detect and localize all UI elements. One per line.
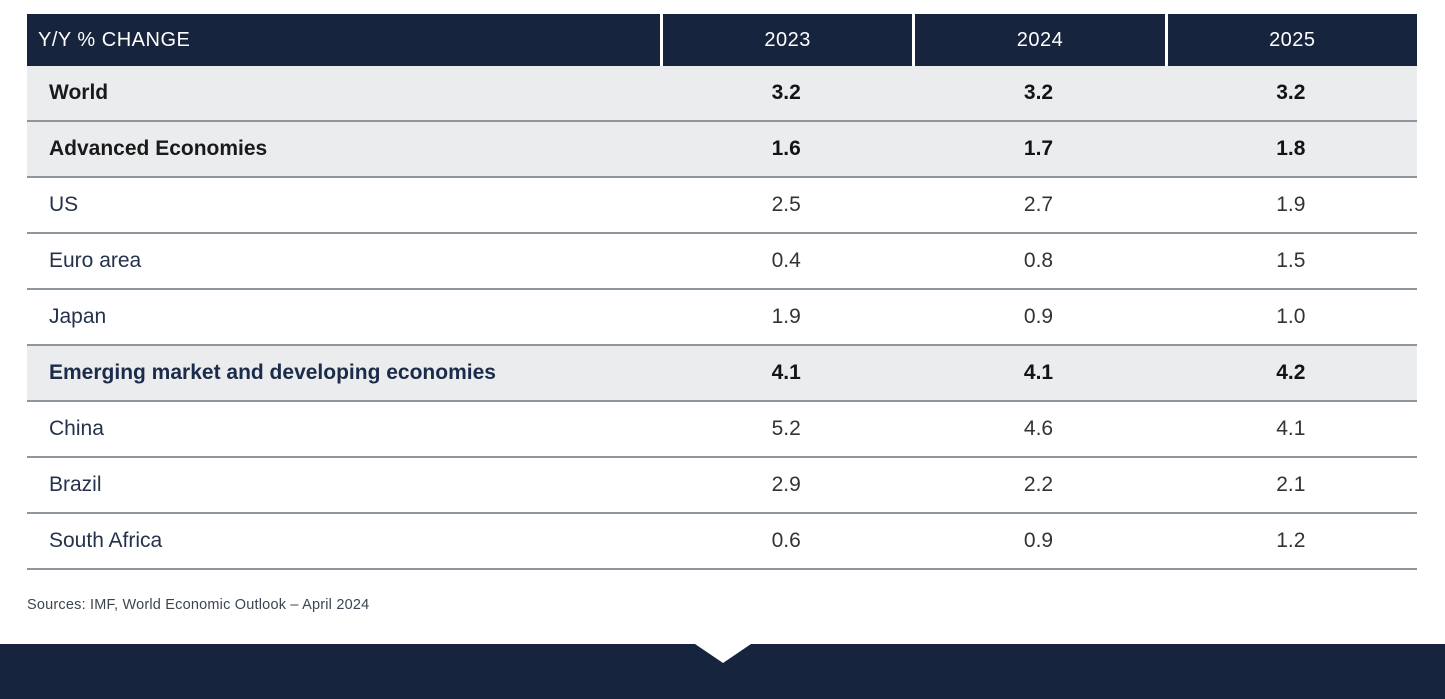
row-label: Brazil: [49, 473, 102, 496]
row-value: 1.8: [1276, 137, 1306, 160]
column-header-2023: 2023: [663, 14, 913, 66]
row-value: 2.7: [1023, 193, 1054, 216]
footer-bar: [0, 644, 1445, 699]
row-value: 2.9: [771, 473, 801, 496]
row-value: 0.8: [1023, 249, 1054, 272]
row-value: 0.9: [1023, 529, 1054, 552]
row-label: South Africa: [49, 529, 163, 552]
row-label: US: [49, 193, 79, 216]
growth-forecast-table: Y/Y % CHANGE 2023 2024 2025 World 3.2 3.…: [27, 14, 1417, 570]
row-value: 0.4: [771, 249, 801, 272]
row-value: 0.6: [771, 529, 801, 552]
row-value: 2.5: [771, 193, 801, 216]
column-header-2025: 2025: [1167, 14, 1417, 66]
chevron-down-icon: [694, 644, 751, 663]
row-value: 3.2: [1023, 81, 1054, 104]
row-value: 4.2: [1276, 361, 1306, 384]
row-value: 4.6: [1023, 417, 1054, 440]
row-label: Euro area: [49, 249, 142, 272]
row-value: 1.5: [1276, 249, 1306, 272]
row-value: 1.0: [1276, 305, 1306, 328]
table-row-emerging-economies: Emerging market and developing economies…: [27, 346, 1417, 402]
table-header-row: Y/Y % CHANGE 2023 2024 2025: [27, 14, 1417, 66]
row-value: 4.1: [771, 361, 801, 384]
row-label: China: [49, 417, 104, 440]
table-row-japan: Japan 1.9 0.9 1.0: [27, 290, 1417, 346]
row-value: 2.1: [1276, 473, 1306, 496]
row-value: 1.2: [1276, 529, 1306, 552]
table-row-south-africa: South Africa 0.6 0.9 1.2: [27, 514, 1417, 570]
row-value: 1.9: [1276, 193, 1306, 216]
row-value: 3.2: [1276, 81, 1306, 104]
table-row-euro-area: Euro area 0.4 0.8 1.5: [27, 234, 1417, 290]
table-row-us: US 2.5 2.7 1.9: [27, 178, 1417, 234]
row-value: 4.1: [1023, 361, 1054, 384]
row-value: 1.6: [771, 137, 801, 160]
row-value: 4.1: [1276, 417, 1306, 440]
table-row-world: World 3.2 3.2 3.2: [27, 66, 1417, 122]
row-label: World: [49, 81, 109, 104]
table-title: Y/Y % CHANGE: [27, 14, 660, 66]
table-row-advanced-economies: Advanced Economies 1.6 1.7 1.8: [27, 122, 1417, 178]
row-label: Japan: [49, 305, 107, 328]
row-value: 0.9: [1023, 305, 1054, 328]
column-header-2024: 2024: [915, 14, 1165, 66]
row-value: 2.2: [1023, 473, 1054, 496]
row-label: Emerging market and developing economies: [49, 361, 496, 384]
source-note: Sources: IMF, World Economic Outlook – A…: [27, 597, 370, 613]
row-value: 1.7: [1023, 137, 1054, 160]
table-row-china: China 5.2 4.6 4.1: [27, 402, 1417, 458]
row-value: 1.9: [771, 305, 801, 328]
row-label: Advanced Economies: [49, 137, 268, 160]
row-value: 5.2: [771, 417, 801, 440]
row-value: 3.2: [771, 81, 801, 104]
table-row-brazil: Brazil 2.9 2.2 2.1: [27, 458, 1417, 514]
